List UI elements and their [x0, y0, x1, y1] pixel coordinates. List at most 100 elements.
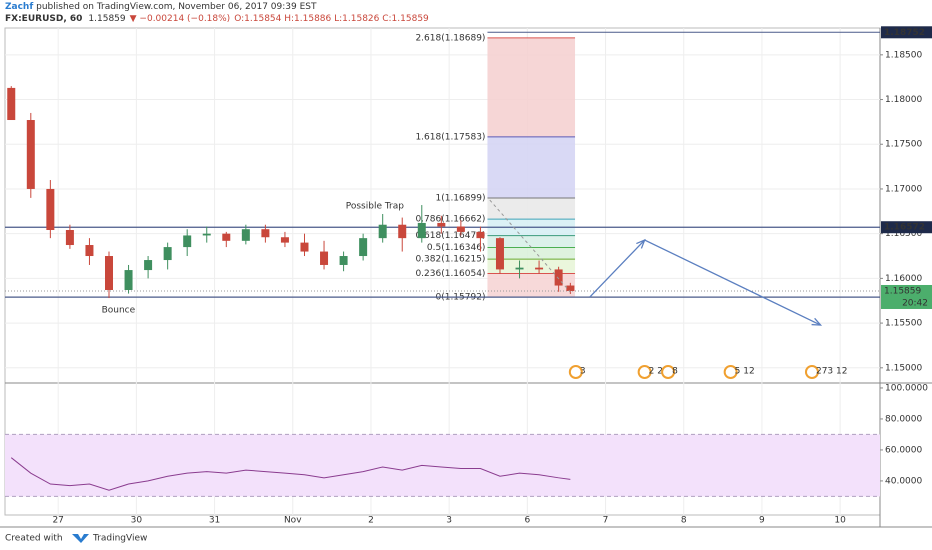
candle-body — [7, 87, 16, 121]
x-tick-label: 8 — [681, 516, 687, 526]
top-marker: 1.18752 — [884, 28, 925, 38]
footer-created: Created with — [5, 534, 63, 544]
x-tick-label: 7 — [603, 516, 609, 526]
event-label: 3 — [580, 367, 586, 377]
fib-label: 0.618(1.16478) — [415, 231, 485, 241]
x-tick-label: 6 — [524, 516, 530, 526]
event-label: 5 12 — [735, 367, 755, 377]
event-icon — [804, 365, 819, 379]
candle-body — [495, 238, 504, 270]
last-price: 1.15859 — [884, 286, 921, 296]
candle-body — [144, 260, 153, 271]
published: published on TradingView.com, November 0… — [33, 2, 317, 12]
candle-body — [124, 270, 133, 291]
candle-body — [280, 237, 289, 243]
y-tick-label: 1.16500 — [885, 229, 922, 239]
arrow-head — [636, 238, 646, 249]
candle-body — [46, 188, 55, 231]
last-price-bg — [881, 284, 932, 309]
candle-body — [202, 233, 211, 236]
x-tick-label: 30 — [131, 516, 143, 526]
y-tick-label: 40.0000 — [885, 476, 922, 486]
candle-body — [183, 235, 192, 248]
candle-body — [566, 285, 575, 291]
candle-body — [300, 242, 309, 252]
y-tick-label: 80.0000 — [885, 414, 922, 424]
last: 1.15859 — [88, 14, 125, 24]
event-label: 2 2 — [649, 367, 663, 377]
fib-band — [487, 247, 576, 260]
fib-band — [487, 37, 576, 137]
y-tick-label: 1.18500 — [885, 50, 922, 60]
y-tick-label: 100.0000 — [885, 383, 928, 393]
annotation: Bounce — [102, 306, 136, 316]
event-icon — [661, 365, 676, 379]
candle-body — [104, 256, 113, 291]
fib-label: 2.618(1.18689) — [415, 33, 485, 43]
fib-label: 0.786(1.16662) — [415, 215, 485, 225]
fib-label: 1.618(1.17583) — [415, 132, 485, 142]
candle-body — [359, 238, 368, 257]
event-label: 8 — [672, 367, 678, 377]
y-tick-label: 1.17500 — [885, 140, 922, 150]
rsi-band — [5, 434, 880, 497]
candle-body — [26, 120, 35, 189]
y-tick-label: 1.18000 — [885, 95, 922, 105]
change: ▼ −0.00214 (−0.18%) — [130, 14, 231, 24]
candle-body — [320, 251, 329, 265]
x-tick-label: 10 — [834, 516, 846, 526]
countdown: 20:42 — [902, 298, 928, 308]
symbol: FX:EURUSD, 60 — [5, 14, 82, 24]
fib-label: 0.382(1.16215) — [415, 255, 485, 265]
fib-label: 0.236(1.16054) — [415, 269, 485, 279]
candle-body — [554, 269, 563, 286]
event-icon — [723, 365, 738, 379]
y-tick-label: 1.15500 — [885, 319, 922, 329]
fib-band — [487, 235, 576, 248]
y-tick-label: 1.17000 — [885, 184, 922, 194]
candle-body — [241, 229, 250, 241]
fib-band — [487, 259, 576, 274]
candle-body — [437, 222, 446, 227]
rsi-line — [10, 457, 571, 491]
logo-icon — [72, 534, 89, 543]
author: Zachf — [5, 2, 33, 12]
x-tick-label: 31 — [209, 516, 220, 526]
candle-body — [163, 247, 172, 261]
candle-body — [339, 256, 348, 265]
fib-label: 1(1.16899) — [435, 193, 485, 203]
candle-body — [65, 230, 74, 246]
candle-body — [222, 233, 231, 241]
symbol-line: FX:EURUSD, 60 1.15859 ▼ −0.00214 (−0.18%) O… — [5, 14, 429, 24]
candle-body — [515, 267, 524, 270]
x-tick-label: 2 — [368, 516, 374, 526]
candle-body — [476, 231, 485, 239]
y-tick-label: 1.15000 — [885, 363, 922, 373]
annotation: Possible Trap — [346, 202, 404, 212]
x-tick-label: 9 — [759, 516, 765, 526]
fib-band — [487, 197, 576, 220]
ohlc: O:1.15854 H:1.15886 L:1.15826 C:1.15859 — [234, 14, 429, 24]
price-marker: 1.16572 — [884, 223, 925, 233]
top-marker-bg — [881, 26, 932, 39]
price-marker-bg — [881, 221, 932, 234]
header-line: Zachf published on TradingView.com, Nove… — [5, 2, 317, 12]
fib-band — [487, 136, 576, 198]
y-tick-label: 1.16000 — [885, 274, 922, 284]
projection-line — [589, 239, 821, 326]
y-tick-label: 60.0000 — [885, 445, 922, 455]
x-tick-label: 27 — [52, 516, 63, 526]
x-tick-label: Nov — [284, 516, 302, 526]
arrow-head — [811, 317, 823, 326]
footer-brand[interactable]: TradingView — [92, 534, 147, 544]
event-label: 273 12 — [816, 367, 848, 377]
candle-body — [535, 267, 544, 270]
candle-body — [417, 222, 426, 239]
event-icon — [637, 365, 652, 379]
fib-label: 0.5(1.16346) — [427, 243, 486, 253]
event-icon — [568, 365, 583, 379]
trend-line — [489, 199, 571, 293]
candle-body — [456, 226, 465, 232]
